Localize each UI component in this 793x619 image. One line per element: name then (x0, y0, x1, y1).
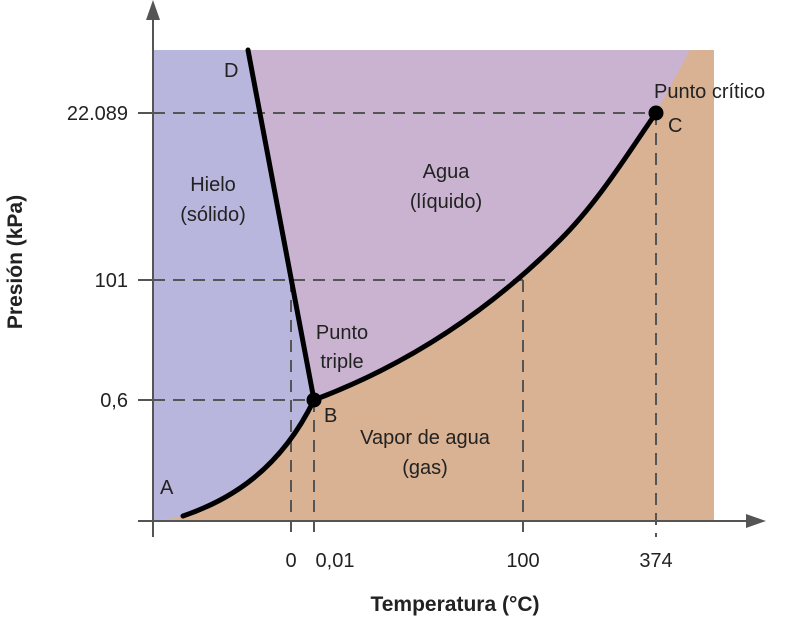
triple-point-label: Punto (316, 322, 368, 344)
point-a-label: A (160, 477, 174, 499)
solid-label-2: (sólido) (180, 204, 246, 226)
critical-point-marker (648, 105, 664, 121)
solid-label: Hielo (190, 174, 236, 196)
vaporization-curve (311, 110, 659, 403)
point-d-label: D (224, 60, 238, 82)
critical-point-label: Punto crítico (654, 81, 765, 103)
gas-label: Vapor de agua (360, 427, 491, 449)
gas-label-2: (gas) (402, 457, 448, 479)
axes (138, 10, 755, 537)
triple-point-label-2: triple (320, 351, 363, 373)
liquid-label: Agua (423, 161, 471, 183)
y-tick-101: 101 (95, 270, 128, 292)
point-c-label: C (668, 115, 682, 137)
x-tick-0-01: 0,01 (316, 550, 355, 572)
x-tick-100: 100 (506, 550, 539, 572)
x-tick-0: 0 (285, 550, 296, 572)
melting-curve (245, 47, 317, 403)
solid-region (153, 50, 314, 521)
guide-lines (153, 112, 657, 537)
x-axis-title: Temperatura (°C) (370, 593, 539, 616)
x-axis-arrow-icon (746, 514, 766, 528)
x-tick-374: 374 (639, 550, 672, 572)
y-tick-22089: 22.089 (67, 103, 128, 125)
y-tick-0-6: 0,6 (100, 390, 128, 412)
y-axis-arrow-icon (146, 0, 160, 20)
triple-point-marker (306, 392, 322, 408)
gas-region (160, 50, 714, 521)
y-axis-title: Presión (kPa) (4, 195, 27, 329)
point-b-label: B (324, 405, 337, 427)
liquid-label-2: (líquido) (410, 191, 482, 213)
sublimation-curve (180, 397, 317, 519)
